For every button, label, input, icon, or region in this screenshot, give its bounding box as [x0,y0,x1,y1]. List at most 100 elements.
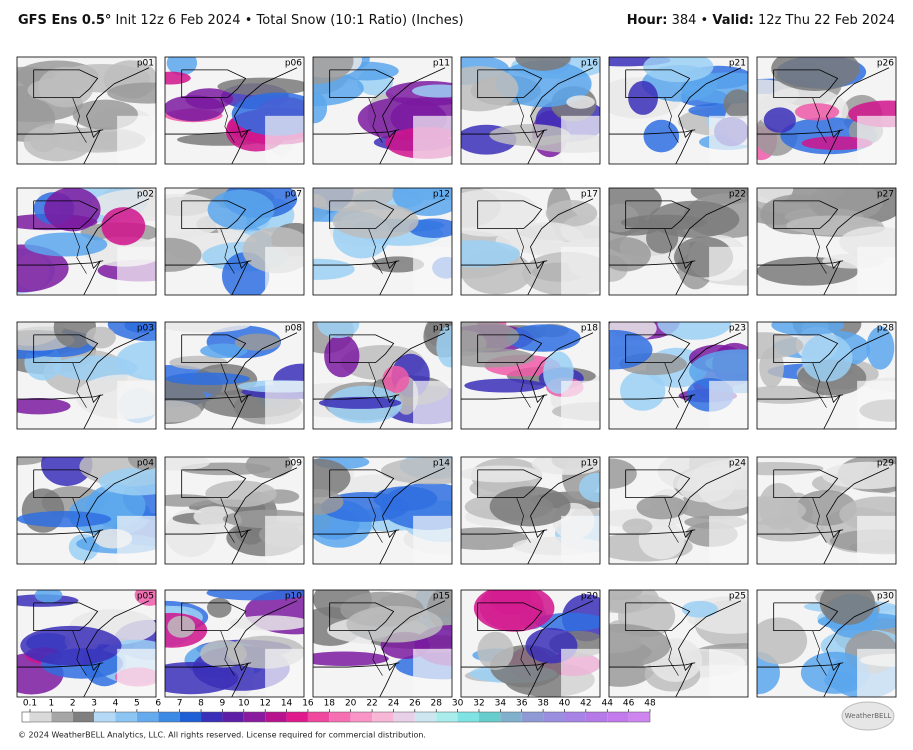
state-border [165,394,252,400]
snow-blob [24,232,108,257]
ocean [265,648,304,697]
snow-blob [52,355,138,381]
state-border [461,529,548,535]
panel-label: p20 [581,592,598,602]
colorbar-cell [72,712,95,722]
ocean [561,515,600,564]
state-border [17,129,104,135]
state-border [609,129,696,135]
coastline [83,67,150,164]
state-border [625,69,691,99]
ocean [413,380,452,429]
colorbar-cell [222,712,244,722]
ocean [857,246,896,295]
snow-blob [609,237,651,272]
map-panel [609,590,748,697]
snow-blob [495,60,592,108]
colorbar-label: 22 [366,699,377,709]
map-panel [461,590,600,697]
ocean [117,115,156,164]
state-border [33,200,99,230]
river [220,97,235,143]
panel-frame [460,456,601,565]
panel-frame [608,456,749,565]
map-panel [313,590,452,697]
snow-blob [206,597,232,618]
copyright: © 2024 WeatherBELL Analytics, LLC. All r… [18,731,426,740]
snow-blob [29,127,59,153]
snow-blob [17,511,112,528]
river [220,228,235,274]
snow-blob [165,95,225,122]
panel-label: p01 [137,59,154,69]
panel-frame [608,56,749,165]
map-panel [609,457,748,564]
snow-blob [134,590,156,606]
ocean [709,115,748,164]
snow-blob [127,457,156,471]
panel-label: p26 [877,59,894,69]
header-left: GFS Ens 0.5° Init 12z 6 Feb 2024 • Total… [18,13,464,28]
map-panel [17,322,156,429]
panel-frame [16,589,157,698]
snow-blob [317,322,360,339]
colorbar-cell [436,712,458,722]
panel-frame [164,321,305,430]
river [516,630,531,676]
panel-grid: p01 p02 p03 p04 p05 p06 p07 p08 p09 p10 p11 p12 p13 p… [16,56,897,698]
snow-blob [609,590,659,614]
state-border [313,394,400,400]
colorbar-cell [521,712,544,722]
river [368,228,383,274]
state-border [165,662,252,668]
coastline [379,332,446,429]
colorbar-cell [286,712,308,722]
state-border [625,469,691,499]
panel-frame [756,589,897,698]
state-border [477,602,543,632]
bullet: • [701,13,709,28]
panel-frame [608,321,749,430]
panel-label: p12 [433,190,450,200]
ocean [857,380,896,429]
river [516,497,531,543]
map-panel [313,188,452,295]
panel-label: p29 [877,459,894,469]
snow-blob [464,378,546,393]
ocean [709,380,748,429]
panel-frame [460,56,601,165]
panel-frame [312,456,453,565]
panel-frame [164,187,305,296]
state-border [757,529,844,535]
snow-blob [677,467,735,503]
state-border [181,334,247,364]
snow-blob [461,240,521,268]
state-border [609,662,696,668]
snow-blob [165,237,202,272]
ocean [857,515,896,564]
panel-label: p14 [433,459,450,469]
map-panel [313,322,452,429]
coastline [675,67,742,164]
snow-blob [313,489,344,515]
map-panel [17,590,156,697]
panel-label: p11 [433,59,450,69]
snow-blob [17,397,71,415]
state-border [461,260,548,266]
hour: 384 [672,13,697,28]
map-panel [165,57,304,164]
panel-label: p27 [877,190,894,200]
colorbar-cell [21,711,31,723]
panel-frame [608,589,749,698]
colorbar-cell [30,712,52,722]
river [368,97,383,143]
panel-label: p24 [729,459,746,469]
state-border [773,334,839,364]
snow-blob [822,461,896,489]
panel-label: p19 [581,459,598,469]
snow-blob [116,340,156,381]
river [368,362,383,408]
colorbar-label: 28 [430,699,442,709]
map-panel [757,457,896,564]
map-panel [313,457,452,564]
